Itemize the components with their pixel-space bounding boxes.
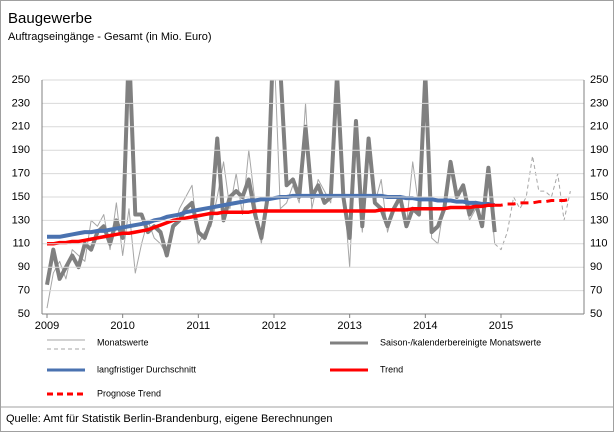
y2-tick-label: 110	[590, 238, 608, 250]
legend-label: Prognose Trend	[97, 388, 161, 398]
source: Quelle: Amt für Statistik Berlin-Branden…	[6, 413, 333, 425]
series-line	[47, 193, 496, 239]
y2-tick-label: 130	[590, 214, 608, 226]
x-tick-label: 2015	[489, 320, 513, 332]
y-tick-label: 90	[18, 261, 30, 273]
y2-tick-label: 90	[590, 261, 602, 273]
y-tick-label: 50	[18, 308, 30, 320]
y2-tick-label: 210	[590, 121, 608, 133]
x-tick-label: 2010	[110, 320, 134, 332]
y2-tick-label: 70	[590, 285, 602, 297]
y2-tick-label: 50	[590, 308, 602, 320]
y2-tick-label: 150	[590, 191, 608, 203]
y2-tick-label: 190	[590, 144, 608, 156]
y-tick-label: 150	[12, 191, 30, 203]
x-tick-label: 2009	[35, 320, 59, 332]
y-tick-label: 210	[12, 121, 30, 133]
y-tick-label: 110	[12, 238, 30, 250]
y2-tick-label: 170	[590, 168, 608, 180]
x-tick-label: 2011	[187, 320, 211, 332]
y-tick-label: 230	[12, 97, 30, 109]
x-tick-label: 2013	[337, 320, 361, 332]
legend-label: langfristiger Durchschnitt	[97, 364, 197, 374]
y-tick-label: 70	[18, 285, 30, 297]
y-tick-label: 190	[12, 144, 30, 156]
y-tick-label: 250	[12, 74, 30, 86]
x-tick-label: 2014	[413, 320, 437, 332]
y2-tick-label: 250	[590, 74, 608, 86]
y-tick-label: 130	[12, 214, 30, 226]
x-tick-label: 2012	[262, 320, 286, 332]
y2-tick-label: 230	[590, 97, 608, 109]
series-line	[47, 203, 495, 246]
chart-title: Baugewerbe	[8, 10, 92, 27]
legend-label: Trend	[380, 364, 403, 374]
legend-label: Saison-/kalenderbereinigte Monatswerte	[380, 337, 541, 347]
chart-subtitle: Auftragseingänge - Gesamt (in Mio. Euro)	[8, 31, 212, 43]
legend-label: Monatswerte	[97, 337, 149, 347]
y-tick-label: 170	[12, 168, 30, 180]
